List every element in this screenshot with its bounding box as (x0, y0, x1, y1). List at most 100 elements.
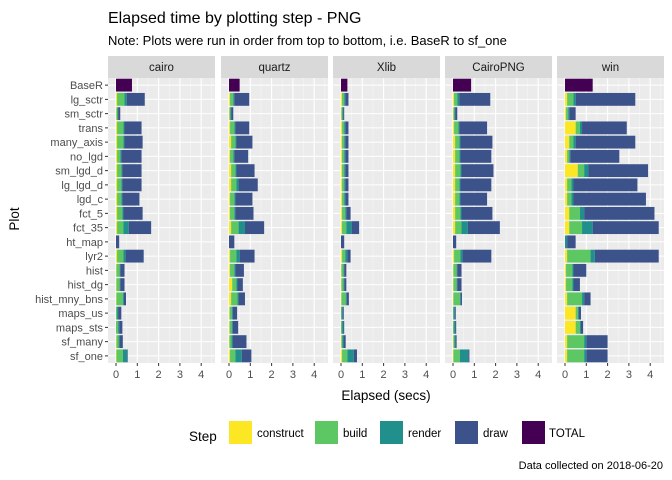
bar-cairo-trans-build (117, 121, 124, 135)
y-tick-label-sf-one: sf_one (70, 351, 103, 363)
bar-cairo-hist-build (116, 263, 120, 277)
bar-win-sf-one-build (567, 349, 585, 363)
bar-xlib-many-axis-render (344, 135, 346, 149)
bar-win-hist-dg-build (566, 278, 573, 292)
bar-cairo-hist-dg-render (119, 278, 121, 292)
bar-cairo-hist-draw (120, 263, 125, 277)
bar-cairo-sm-lgd-d-build (117, 164, 122, 178)
chart-caption: Data collected on 2018-06-20 (519, 460, 663, 472)
bar-win-lg-sctr-draw (575, 92, 636, 106)
bar-xlib-sf-many-draw (343, 335, 346, 349)
bar-xlib-trans-build (342, 121, 345, 135)
bar-cairopng-sf-one-render (459, 349, 469, 363)
bar-win-sm-sctr-build (566, 107, 569, 121)
x-tick-label: 2 (156, 369, 162, 381)
bar-win-maps-sts-construct (565, 320, 576, 334)
bar-cairopng-many-axis-render (459, 135, 461, 149)
bar-quartz-fct-5-build (230, 206, 235, 220)
bar-xlib-sm-lgd-d-draw (345, 164, 349, 178)
bar-xlib-hist-render (343, 263, 345, 277)
bar-win-lgd-c-construct (565, 192, 568, 206)
bar-cairo-fct-35-construct (116, 221, 118, 235)
bar-cairopng-trans-render (458, 121, 460, 135)
bar-win-sf-many-build (567, 335, 585, 349)
bar-quartz-sm-sctr-render (230, 107, 232, 121)
x-tick-label: 0 (113, 369, 119, 381)
y-tick-label-lgd-c: lgd_c (77, 194, 104, 206)
bar-xlib-hist-draw (344, 263, 347, 277)
legend-label-render: render (408, 428, 441, 440)
bar-win-hist-mny-bns-render (582, 292, 585, 306)
bar-cairo-sf-one-render (122, 349, 128, 363)
bar-cairo-baser-total (116, 78, 132, 92)
bar-quartz-sf-one-construct (229, 349, 231, 363)
bar-cairopng-lg-lgd-d-build (455, 178, 460, 192)
bar-win-lg-lgd-d-construct (565, 178, 568, 192)
bar-win-hist-build (566, 263, 573, 277)
bar-quartz-sm-lgd-d-build (231, 164, 236, 178)
bar-xlib-many-axis-draw (345, 135, 349, 149)
bar-cairo-maps-us-build (116, 306, 118, 320)
bar-quartz-fct-5-construct (229, 206, 231, 220)
bar-cairopng-lyr2-draw (462, 249, 492, 263)
bar-win-sm-sctr-construct (565, 107, 567, 121)
bar-quartz-lgd-c-build (230, 192, 235, 206)
bar-quartz-no-lgd-render (233, 149, 235, 163)
bar-cairo-lyr2-construct (116, 249, 118, 263)
bar-xlib-sf-one-build (342, 349, 348, 363)
bar-quartz-baser-total (229, 78, 240, 92)
bar-quartz-maps-sts-draw (232, 320, 239, 334)
bar-xlib-no-lgd-render (344, 149, 346, 163)
bar-win-hist-mny-bns-construct (565, 292, 568, 306)
bar-cairo-lg-lgd-d-build (117, 178, 122, 192)
bar-quartz-maps-sts-build (229, 320, 232, 334)
y-tick-label-sm-lgd-d: sm_lgd_d (55, 166, 103, 178)
legend-key-draw (455, 421, 478, 444)
bar-xlib-sm-lgd-d-render (344, 164, 346, 178)
bar-win-sm-lgd-d-render (584, 164, 589, 178)
bar-cairopng-hist-mny-bns-draw (460, 292, 462, 306)
bar-xlib-lyr2-render (345, 249, 348, 263)
bar-cairo-trans-render (123, 121, 125, 135)
bar-cairopng-lg-sctr-render (457, 92, 460, 106)
bar-win-lyr2-construct (565, 249, 568, 263)
bar-cairopng-lyr2-construct (453, 249, 455, 263)
bar-cairopng-fct-35-build (455, 221, 462, 235)
bar-win-lg-lgd-d-render (571, 178, 574, 192)
x-tick-label: 1 (247, 369, 253, 381)
bar-cairopng-hist-dg-render (456, 278, 458, 292)
y-tick-label-fct-5: fct_5 (79, 208, 103, 220)
bar-win-lgd-c-render (571, 192, 574, 206)
bar-cairo-hist-mny-bns-build (116, 292, 123, 306)
bar-cairopng-lg-sctr-draw (459, 92, 491, 106)
bar-quartz-trans-construct (229, 121, 231, 135)
bar-cairopng-sm-lgd-d-draw (461, 164, 494, 178)
bar-cairo-lyr2-draw (125, 249, 144, 263)
x-tick-label: 0 (338, 369, 344, 381)
bar-xlib-sm-sctr-build (341, 107, 343, 121)
bar-win-sf-many-draw (586, 335, 608, 349)
bar-cairo-lg-sctr-render (124, 92, 127, 106)
facet-strip-label: quartz (259, 62, 291, 74)
bar-xlib-sf-one-construct (341, 349, 343, 363)
x-tick-label: 0 (450, 369, 456, 381)
bar-quartz-hist-mny-bns-draw (238, 292, 245, 306)
bar-win-lgd-c-draw (573, 192, 646, 206)
legend-key-render (380, 421, 403, 444)
bar-xlib-hist-dg-draw (344, 278, 347, 292)
bar-xlib-trans-render (344, 121, 346, 135)
x-tick-label: 2 (381, 369, 387, 381)
facet-strip (333, 56, 440, 78)
bar-win-ht-map-draw (567, 235, 576, 249)
bar-win-hist-draw (573, 263, 587, 277)
bar-cairopng-many-axis-construct (453, 135, 456, 149)
facet-strip-label: Xlib (377, 62, 396, 74)
bar-cairo-fct-5-construct (116, 206, 118, 220)
bar-xlib-lgd-c-draw (345, 192, 349, 206)
bar-quartz-hist-render (234, 263, 236, 277)
bar-win-lyr2-build (567, 249, 591, 263)
bar-cairo-maps-sts-draw (119, 320, 123, 334)
legend-label-build: build (343, 428, 367, 440)
bar-win-trans-construct (565, 121, 576, 135)
bar-quartz-hist-mny-bns-build (231, 292, 238, 306)
